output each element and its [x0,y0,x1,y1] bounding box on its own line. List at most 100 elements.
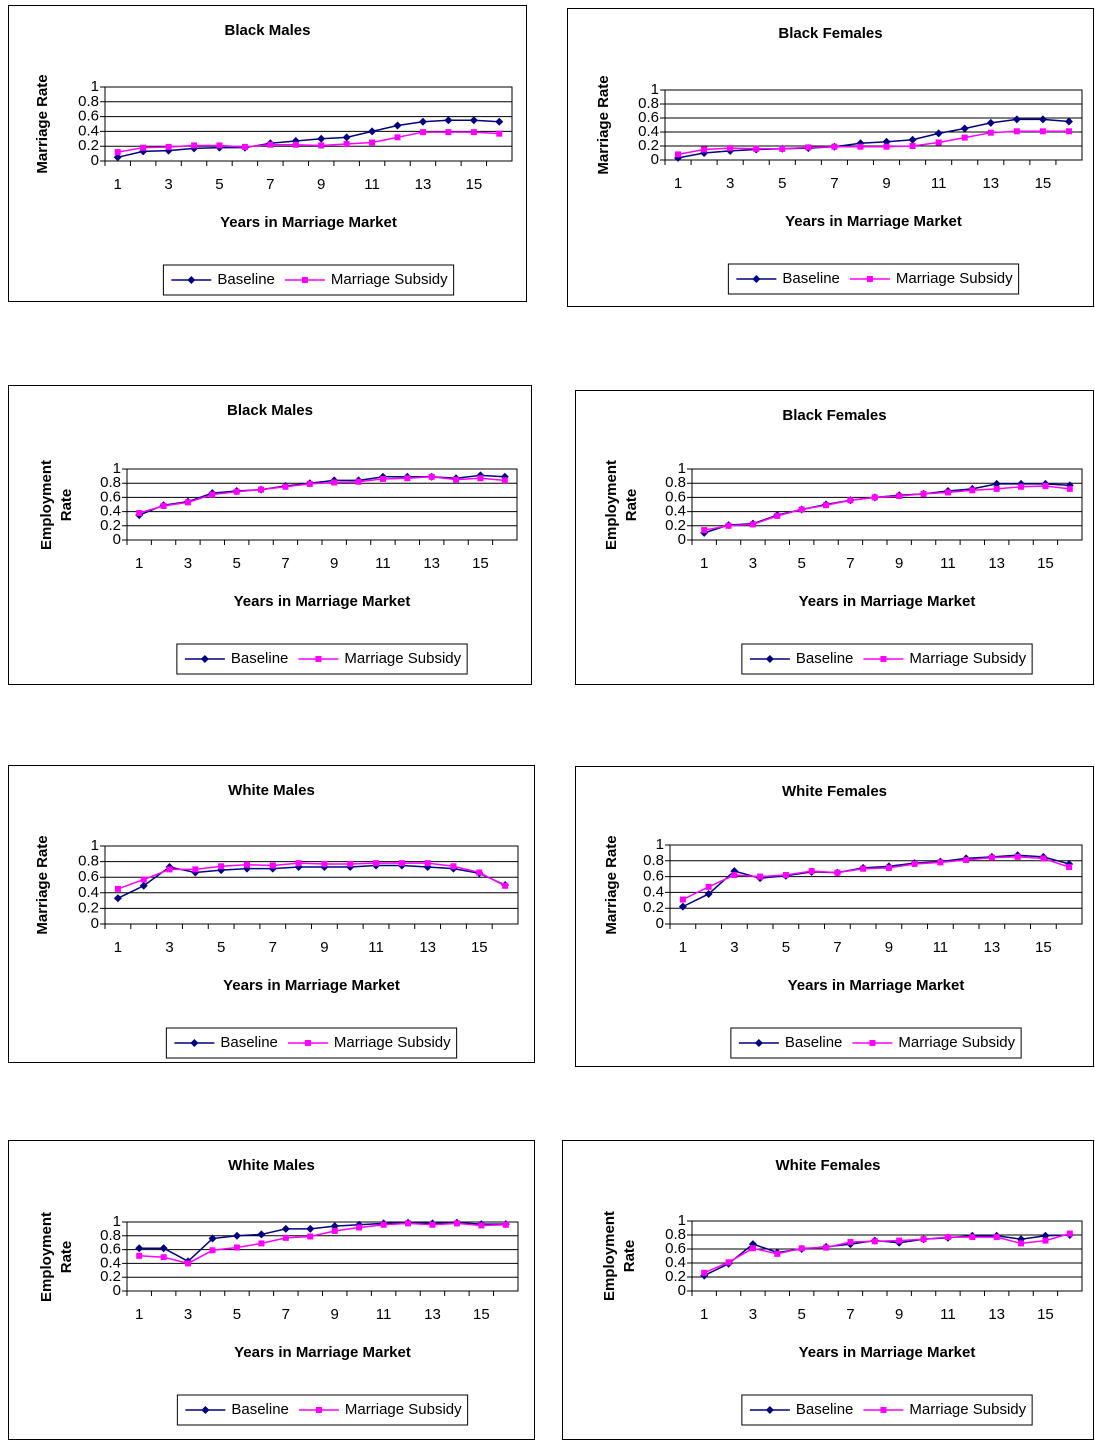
marker [233,488,240,495]
y-tick-label: 0.8 [665,1226,686,1243]
marker [233,1244,240,1251]
marker [477,475,484,482]
x-tick-label: 3 [184,1306,192,1323]
y-tick-label: 0.2 [78,137,99,154]
marker [678,902,687,911]
marker [347,860,354,867]
x-tick-label: 1 [679,939,687,956]
x-tick-label: 13 [419,939,436,956]
x-tick-label: 15 [1035,175,1052,192]
marker [342,133,351,142]
series-line [704,485,1070,531]
y-tick-label: 0 [651,151,659,168]
marker [495,117,504,126]
marker [1018,1240,1025,1247]
marker [1012,115,1021,124]
marker [405,1220,412,1227]
legend-marker [200,655,209,663]
marker [871,1238,878,1245]
marker [139,881,148,890]
x-tick-label: 15 [466,176,483,193]
x-tick-label: 1 [135,555,143,572]
y-axis-label: Employment Rate [38,459,75,550]
x-tick-label: 5 [778,175,786,192]
chart-frame [562,1140,1094,1440]
y-tick-label: 1 [91,837,99,854]
x-tick-label: 15 [1037,555,1054,572]
marker [847,1239,854,1245]
plot-frame [691,1220,1083,1292]
x-tick-label: 13 [982,175,999,192]
y-tick-label: 0 [113,531,121,548]
marker [944,489,951,496]
legend-label: Baseline [231,1401,289,1418]
marker [1042,1237,1049,1244]
x-tick-label: 7 [830,175,838,192]
marker [398,860,405,867]
marker [960,124,969,133]
legend-label: Marriage Subsidy [344,650,461,667]
x-tick-label: 15 [471,939,488,956]
marker [281,1224,290,1233]
y-tick-label: 0.6 [665,488,686,505]
marker [282,483,289,490]
marker [502,1221,509,1228]
marker [184,499,191,506]
y-tick-label: 1 [113,1213,121,1230]
x-tick-label: 9 [330,555,338,572]
x-tick-label: 7 [846,555,854,572]
marker [1042,483,1049,490]
y-axis-label: Marriage Rate [603,834,620,935]
x-tick-label: 15 [1037,1306,1054,1323]
marker [453,476,460,483]
marker [798,506,805,513]
legend-label: Marriage Subsidy [909,1401,1026,1418]
chart-title: Black Females [782,407,886,424]
marker [988,854,995,861]
marker [356,1224,363,1231]
marker [258,486,265,493]
y-tick-label: 0 [91,152,99,169]
legend [165,1027,458,1059]
chart-title: White Males [228,1157,315,1174]
y-tick-label: 0.6 [643,868,664,885]
marker [987,129,994,136]
marker [885,864,892,871]
marker [808,868,815,875]
marker [1038,115,1047,124]
x-tick-label: 3 [730,939,738,956]
y-tick-label: 0.6 [100,488,121,505]
marker [306,1224,315,1233]
marker [725,522,732,529]
plot-frame [691,468,1083,541]
marker [476,869,483,876]
marker [774,1250,781,1257]
y-tick-label: 0.2 [78,899,99,916]
y-tick-label: 0.4 [100,1254,121,1271]
y-tick-label: 1 [91,78,99,95]
x-axis-label: Years in Marriage Market [234,1344,411,1361]
y-axis-label: Marriage Rate [595,75,612,175]
y-tick-label: 0.2 [665,1268,686,1285]
x-tick-label: 1 [674,175,682,192]
marker [191,142,198,149]
x-tick-label: 7 [269,939,277,956]
y-tick-label: 0.8 [78,853,99,870]
marker [701,527,708,534]
marker [140,876,147,883]
marker [896,1237,903,1244]
x-tick-label: 7 [281,555,289,572]
series-line [682,854,1070,908]
x-axis-label: Years in Marriage Market [788,977,965,994]
y-tick-label: 0.4 [78,884,99,901]
x-tick-label: 13 [415,176,432,193]
marker [1018,483,1025,490]
marker [896,492,903,499]
legend [176,643,468,675]
marker [944,1234,951,1241]
series-line [138,474,505,516]
x-tick-label: 9 [317,176,325,193]
chart-title: White Males [228,782,315,799]
marker [937,859,944,866]
